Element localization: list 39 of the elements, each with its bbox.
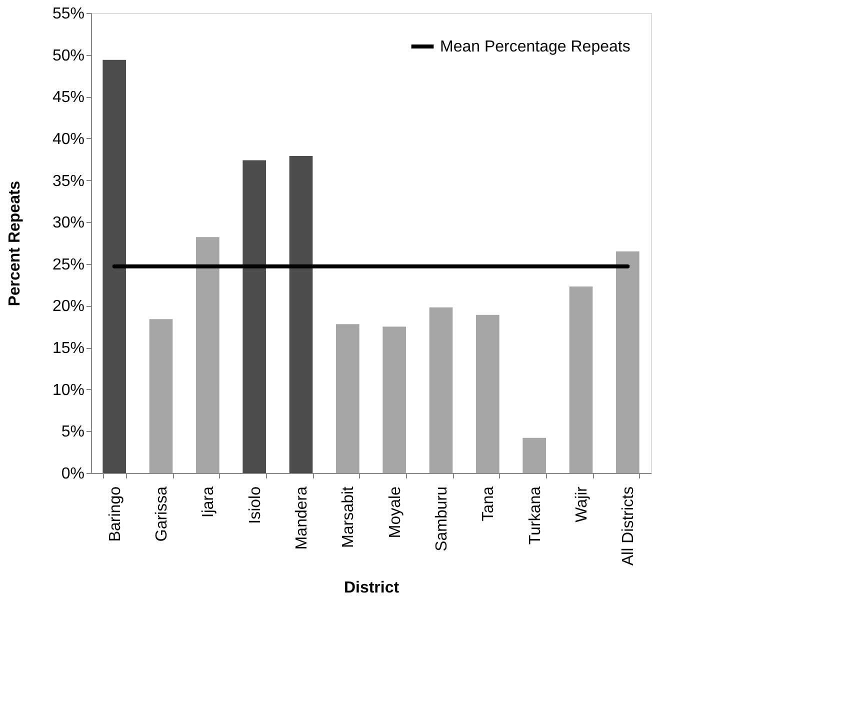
bar xyxy=(476,314,500,473)
x-tick-label: Wajir xyxy=(574,486,590,522)
bar xyxy=(429,307,453,473)
y-tick-label: 55% xyxy=(52,6,84,22)
y-tick-label: 35% xyxy=(52,172,84,190)
x-tick-label: Garissa xyxy=(154,486,170,542)
bar xyxy=(522,438,546,473)
bar xyxy=(242,160,266,473)
x-tick-label: Samburu xyxy=(434,486,450,552)
y-axis-title: Percent Repeats xyxy=(6,180,24,306)
legend-label: Mean Percentage Repeats xyxy=(440,38,630,56)
bar xyxy=(289,156,313,473)
bar xyxy=(382,326,406,473)
x-tick-label: Baringo xyxy=(106,486,124,542)
y-tick-label: 5% xyxy=(61,424,84,441)
x-tick-label: Ijara xyxy=(200,486,218,518)
y-tick-label: 30% xyxy=(52,214,84,232)
bar xyxy=(336,324,360,473)
y-tick-label: 25% xyxy=(52,256,84,274)
bar xyxy=(149,319,173,473)
bar xyxy=(102,60,126,473)
y-tick-label: 50% xyxy=(52,47,84,64)
x-tick-label: Tana xyxy=(480,486,498,522)
x-axis-title: District xyxy=(344,580,400,597)
y-tick-label: 40% xyxy=(52,130,84,148)
bar xyxy=(196,237,220,473)
y-tick-label: 45% xyxy=(52,89,84,106)
x-tick-label: Turkana xyxy=(526,486,544,545)
y-tick-label: 10% xyxy=(52,382,84,399)
y-tick-label: 15% xyxy=(52,340,84,358)
bar xyxy=(569,286,593,473)
bar xyxy=(616,251,640,473)
x-tick-label: Mandera xyxy=(294,486,310,550)
y-tick-label: 0% xyxy=(61,466,84,482)
x-tick-label: Isiolo xyxy=(246,486,264,524)
x-tick-label: Marsabit xyxy=(340,486,358,548)
y-tick-label: 20% xyxy=(52,298,84,316)
x-tick-label: Moyale xyxy=(386,486,404,538)
x-tick-label: All Districts xyxy=(620,486,638,566)
